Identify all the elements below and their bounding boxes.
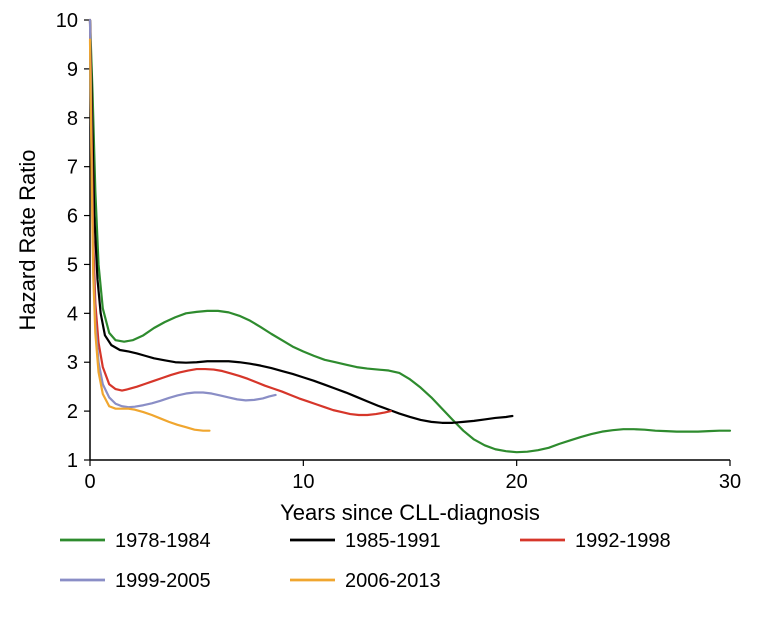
y-tick-label: 3 — [67, 352, 78, 374]
legend-label: 1978-1984 — [115, 530, 211, 552]
y-tick-label: 2 — [67, 401, 78, 423]
y-tick-label: 9 — [67, 59, 78, 81]
chart-svg: 1 2 3 4 5 6 7 8 9 10 0 10 20 30 Years since CLL-diagno… — [0, 0, 775, 633]
legend-label: 2006-2013 — [345, 570, 441, 592]
y-tick-label: 6 — [67, 206, 78, 228]
x-tick-label: 20 — [506, 471, 528, 493]
x-tick-label: 30 — [719, 471, 741, 493]
y-tick-label: 4 — [67, 303, 78, 325]
hazard-rate-chart: 1 2 3 4 5 6 7 8 9 10 0 10 20 30 Years since CLL-diagno… — [0, 0, 775, 633]
x-tick-label: 0 — [84, 471, 95, 493]
x-tick-label: 10 — [292, 471, 314, 493]
x-axis-label: Years since CLL-diagnosis — [280, 500, 540, 525]
y-tick-label: 7 — [67, 157, 78, 179]
y-tick-label: 10 — [56, 10, 78, 32]
legend-label: 1992-1998 — [575, 530, 671, 552]
legend-label: 1999-2005 — [115, 570, 211, 592]
y-tick-label: 8 — [67, 108, 78, 130]
y-axis-label: Hazard Rate Ratio — [15, 150, 40, 331]
y-tick-label: 5 — [67, 254, 78, 276]
legend-label: 1985-1991 — [345, 530, 441, 552]
y-tick-label: 1 — [67, 450, 78, 472]
